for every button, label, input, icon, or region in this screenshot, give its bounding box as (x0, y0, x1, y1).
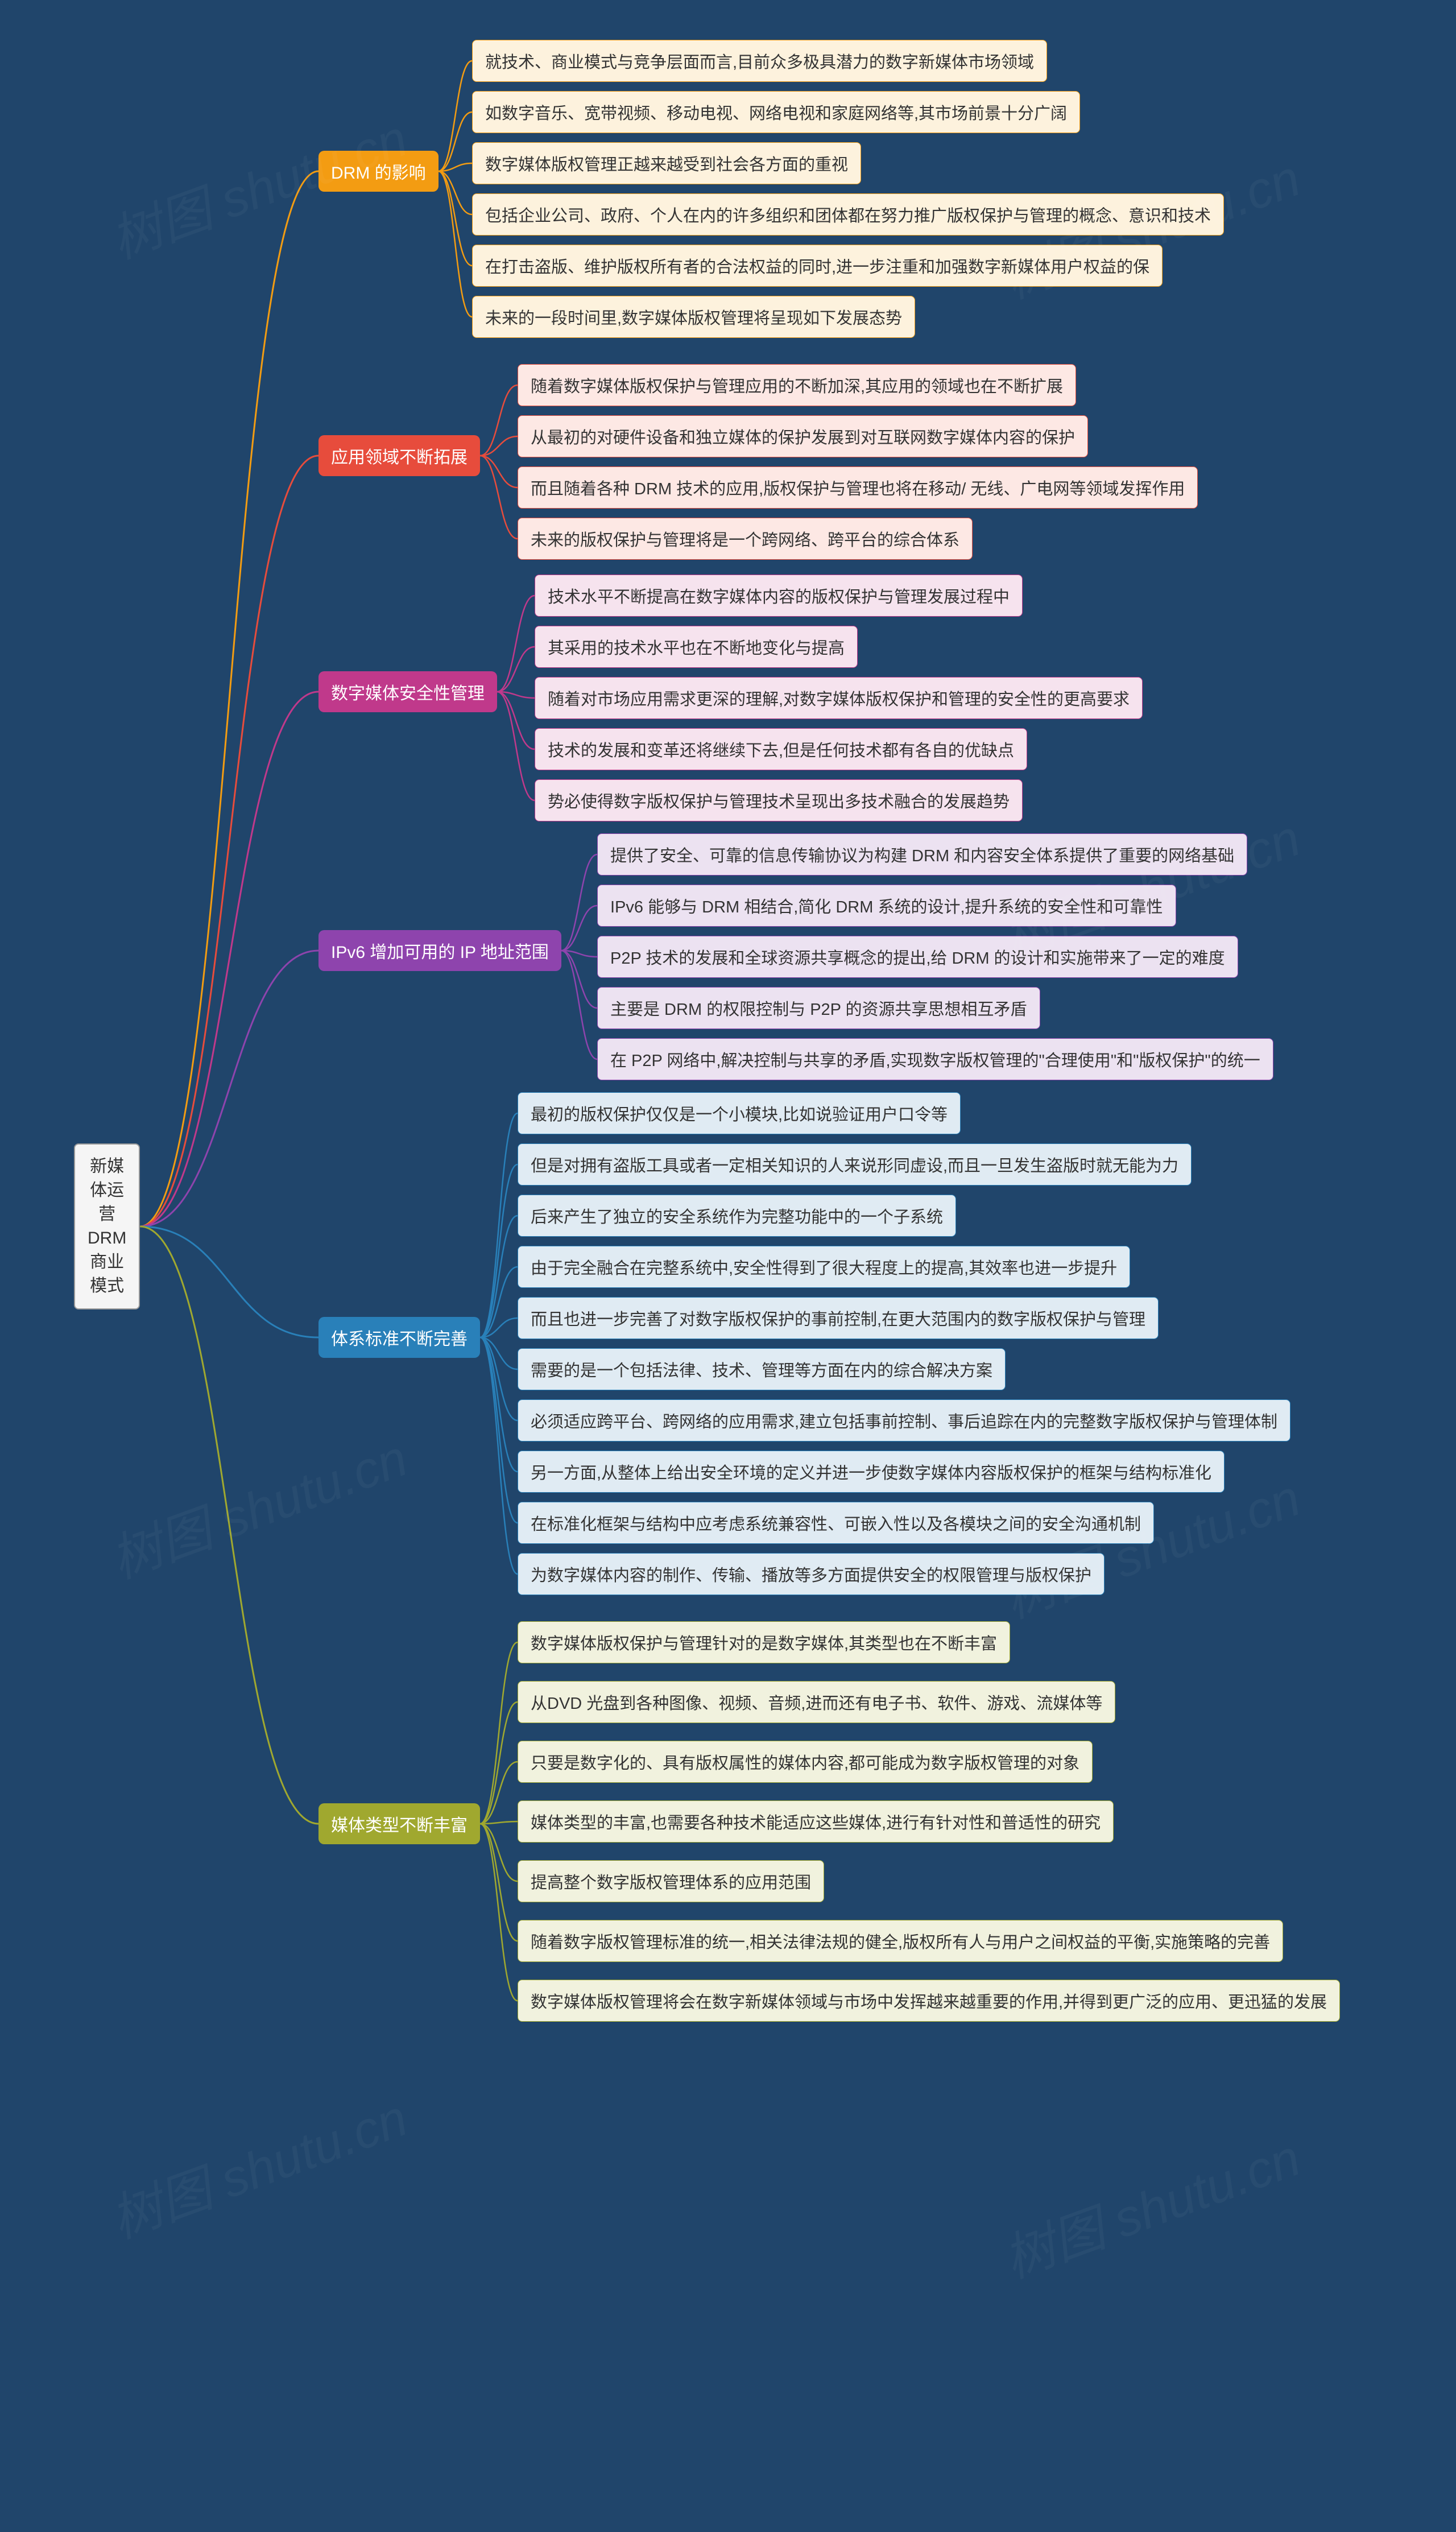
watermark: 树图 shutu.cn (99, 1417, 416, 1593)
root-node[interactable]: 新媒体运营DRM 商业模式 (74, 1143, 140, 1310)
leaf-node[interactable]: IPv6 能够与 DRM 相结合,简化 DRM 系统的设计,提升系统的安全性和可… (597, 885, 1176, 927)
leaf-node[interactable]: 从最初的对硬件设备和独立媒体的保护发展到对互联网数字媒体内容的保护 (518, 415, 1088, 457)
leaf-node[interactable]: 未来的一段时间里,数字媒体版权管理将呈现如下发展态势 (472, 296, 915, 338)
leaf-node[interactable]: 需要的是一个包括法律、技术、管理等方面在内的综合解决方案 (518, 1348, 1006, 1390)
leaf-node[interactable]: 在标准化框架与结构中应考虑系统兼容性、可嵌入性以及各模块之间的安全沟通机制 (518, 1502, 1154, 1544)
leaf-node[interactable]: 随着数字媒体版权保护与管理应用的不断加深,其应用的领域也在不断扩展 (518, 364, 1076, 406)
leaf-node[interactable]: 后来产生了独立的安全系统作为完整功能中的一个子系统 (518, 1195, 956, 1237)
watermark: 树图 shutu.cn (99, 2077, 416, 2253)
leaf-node[interactable]: 其采用的技术水平也在不断地变化与提高 (535, 626, 858, 668)
leaf-node[interactable]: 未来的版权保护与管理将是一个跨网络、跨平台的综合体系 (518, 518, 973, 560)
leaf-node[interactable]: 为数字媒体内容的制作、传输、播放等多方面提供安全的权限管理与版权保护 (518, 1553, 1105, 1595)
leaf-node[interactable]: 包括企业公司、政府、个人在内的许多组织和团体都在努力推广版权保护与管理的概念、意… (472, 193, 1224, 236)
leaf-node[interactable]: 技术的发展和变革还将继续下去,但是任何技术都有各自的优缺点 (535, 728, 1027, 770)
branch-node-b3[interactable]: 数字媒体安全性管理 (318, 671, 497, 712)
leaf-node[interactable]: 而且随着各种 DRM 技术的应用,版权保护与管理也将在移动/ 无线、广电网等领域… (518, 466, 1198, 509)
leaf-node[interactable]: 势必使得数字版权保护与管理技术呈现出多技术融合的发展趋势 (535, 779, 1023, 821)
leaf-node[interactable]: 媒体类型的丰富,也需要各种技术能适应这些媒体,进行有针对性和普适性的研究 (518, 1800, 1114, 1843)
leaf-node[interactable]: 必须适应跨平台、跨网络的应用需求,建立包括事前控制、事后追踪在内的完整数字版权保… (518, 1399, 1290, 1441)
leaf-node[interactable]: 在 P2P 网络中,解决控制与共享的矛盾,实现数字版权管理的"合理使用"和"版权… (597, 1038, 1273, 1080)
leaf-node[interactable]: 数字媒体版权保护与管理针对的是数字媒体,其类型也在不断丰富 (518, 1621, 1010, 1663)
branch-node-b1[interactable]: DRM 的影响 (318, 151, 439, 192)
watermark: 树图 shutu.cn (992, 2117, 1309, 2293)
leaf-node[interactable]: 提供了安全、可靠的信息传输协议为构建 DRM 和内容安全体系提供了重要的网络基础 (597, 833, 1247, 875)
leaf-node[interactable]: 另一方面,从整体上给出安全环境的定义并进一步使数字媒体内容版权保护的框架与结构标… (518, 1451, 1225, 1493)
leaf-node[interactable]: 最初的版权保护仅仅是一个小模块,比如说验证用户口令等 (518, 1092, 961, 1134)
leaf-node[interactable]: P2P 技术的发展和全球资源共享概念的提出,给 DRM 的设计和实施带来了一定的… (597, 936, 1238, 978)
branch-node-b4[interactable]: IPv6 增加可用的 IP 地址范围 (318, 930, 561, 971)
leaf-node[interactable]: 但是对拥有盗版工具或者一定相关知识的人来说形同虚设,而且一旦发生盗版时就无能为力 (518, 1143, 1192, 1186)
leaf-node[interactable]: 在打击盗版、维护版权所有者的合法权益的同时,进一步注重和加强数字新媒体用户权益的… (472, 245, 1163, 287)
leaf-node[interactable]: 提高整个数字版权管理体系的应用范围 (518, 1860, 824, 1902)
leaf-node[interactable]: 就技术、商业模式与竞争层面而言,目前众多极具潜力的数字新媒体市场领域 (472, 40, 1047, 82)
leaf-node[interactable]: 数字媒体版权管理将会在数字新媒体领域与市场中发挥越来越重要的作用,并得到更广泛的… (518, 1980, 1340, 2022)
leaf-node[interactable]: 随着对市场应用需求更深的理解,对数字媒体版权保护和管理的安全性的更高要求 (535, 677, 1143, 719)
leaf-node[interactable]: 主要是 DRM 的权限控制与 P2P 的资源共享思想相互矛盾 (597, 987, 1040, 1029)
leaf-node[interactable]: 由于完全融合在完整系统中,安全性得到了很大程度上的提高,其效率也进一步提升 (518, 1246, 1130, 1288)
leaf-node[interactable]: 从DVD 光盘到各种图像、视频、音频,进而还有电子书、软件、游戏、流媒体等 (518, 1681, 1115, 1723)
leaf-node[interactable]: 如数字音乐、宽带视频、移动电视、网络电视和家庭网络等,其市场前景十分广阔 (472, 91, 1080, 133)
leaf-node[interactable]: 而且也进一步完善了对数字版权保护的事前控制,在更大范围内的数字版权保护与管理 (518, 1297, 1159, 1339)
leaf-node[interactable]: 只要是数字化的、具有版权属性的媒体内容,都可能成为数字版权管理的对象 (518, 1741, 1093, 1783)
leaf-node[interactable]: 技术水平不断提高在数字媒体内容的版权保护与管理发展过程中 (535, 575, 1023, 617)
branch-node-b5[interactable]: 体系标准不断完善 (318, 1317, 480, 1358)
branch-node-b2[interactable]: 应用领域不断拓展 (318, 435, 480, 476)
branch-node-b6[interactable]: 媒体类型不断丰富 (318, 1803, 480, 1844)
leaf-node[interactable]: 随着数字版权管理标准的统一,相关法律法规的健全,版权所有人与用户之间权益的平衡,… (518, 1920, 1283, 1962)
leaf-node[interactable]: 数字媒体版权管理正越来越受到社会各方面的重视 (472, 142, 861, 184)
